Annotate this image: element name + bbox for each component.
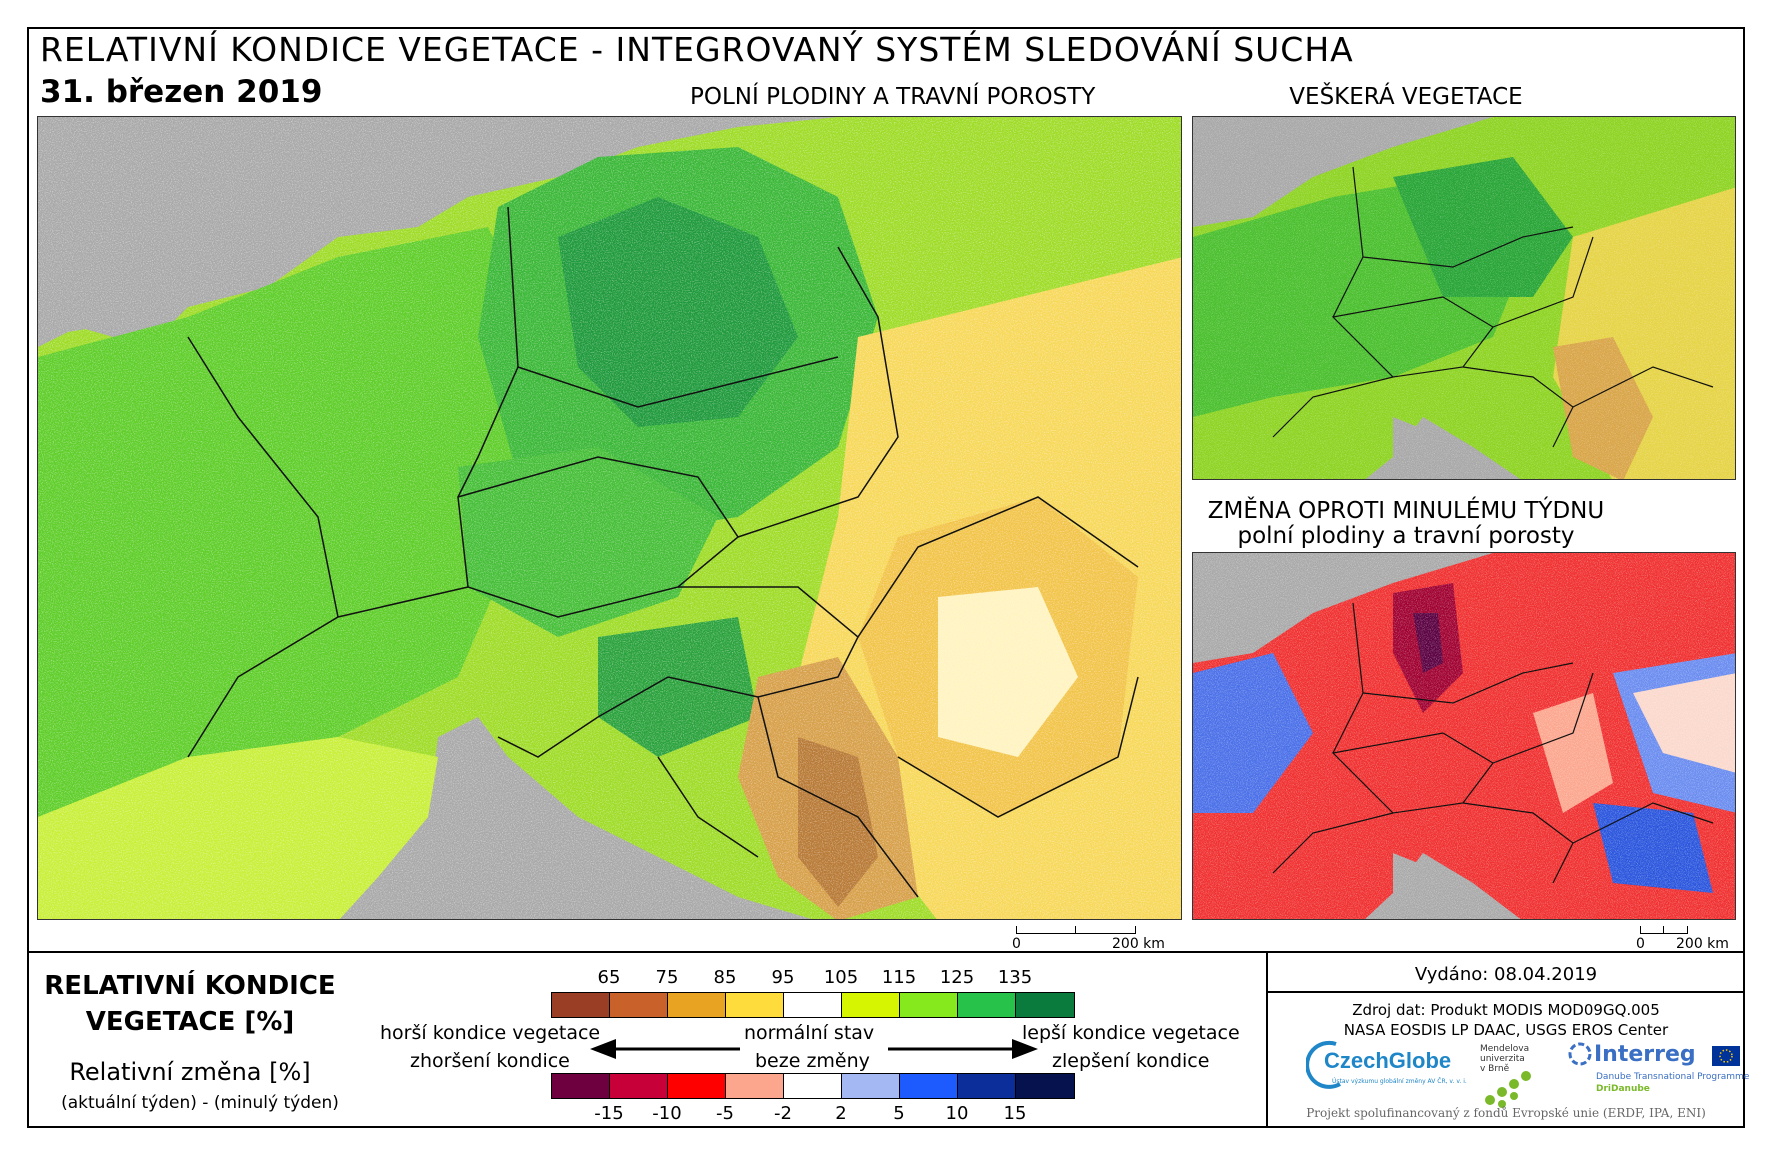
condition-tick: 85 — [713, 967, 737, 988]
info-divider — [1266, 951, 1268, 1128]
no-change-label: beze změny — [755, 1050, 870, 1072]
interreg-logo: Interreg Danube Transnational Programme … — [1566, 1040, 1749, 1102]
change-tick: -15 — [594, 1103, 624, 1124]
legend-title: RELATIVNÍ KONDICE VEGETACE [%] — [44, 971, 336, 1037]
issued-date: Vydáno: 08.04.2019 — [1414, 964, 1598, 985]
condition-swatch — [958, 993, 1016, 1017]
eu-flag-icon — [1712, 1046, 1740, 1066]
change-swatch — [958, 1074, 1016, 1098]
condition-tick: 65 — [597, 967, 621, 988]
main-map-title: POLNÍ PLODINY A TRAVNÍ POROSTY — [690, 84, 1096, 110]
condition-swatch — [900, 993, 958, 1017]
change-tick: 5 — [893, 1103, 905, 1124]
page-title: RELATIVNÍ KONDICE VEGETACE - INTEGROVANÝ… — [40, 30, 1354, 69]
interreg-swirl-icon — [1568, 1042, 1592, 1066]
condition-swatch — [726, 993, 784, 1017]
data-source: Zdroj dat: Produkt MODIS MOD09GQ.005 NAS… — [1343, 1001, 1669, 1039]
change-color-scale — [551, 1073, 1075, 1099]
condition-swatch — [610, 993, 668, 1017]
mendel-university-logo: Mendelova univerzita v Brně — [1480, 1044, 1550, 1108]
issued-divider — [1266, 991, 1745, 993]
czechglobe-logo: CzechGlobe Ústav výzkumu globální změny … — [1306, 1040, 1467, 1100]
left-arrow-icon — [590, 1039, 740, 1059]
condition-tick: 135 — [997, 967, 1033, 988]
condition-tick: 125 — [939, 967, 975, 988]
change-tick: 2 — [835, 1103, 847, 1124]
change-swatch — [842, 1074, 900, 1098]
condition-swatch — [552, 993, 610, 1017]
condition-color-scale — [551, 992, 1075, 1018]
change-legend-title: Relativní změna [%] — [69, 1058, 311, 1086]
change-swatch — [1016, 1074, 1074, 1098]
condition-tick: 105 — [823, 967, 859, 988]
change-swatch — [784, 1074, 842, 1098]
czechglobe-arc-icon — [1306, 1040, 1341, 1089]
change-tick: -10 — [652, 1103, 682, 1124]
condition-swatch — [1016, 993, 1074, 1017]
all-vegetation-map-title: VEŠKERÁ VEGETACE — [1289, 84, 1523, 110]
change-map-subtitle: polní plodiny a travní porosty — [1237, 523, 1575, 549]
worse-change-label: zhoršení kondice — [410, 1050, 570, 1072]
normal-state-label: normální stav — [744, 1022, 875, 1044]
outer-frame — [27, 27, 1745, 1128]
mendel-dots-icon — [1485, 1071, 1531, 1108]
condition-tick: 75 — [655, 967, 679, 988]
funding-note: Projekt spolufinancovaný z fondů Evropsk… — [1306, 1106, 1706, 1120]
condition-tick: 115 — [881, 967, 917, 988]
condition-swatch — [842, 993, 900, 1017]
change-swatch — [726, 1074, 784, 1098]
better-condition-label: lepší kondice vegetace — [1022, 1022, 1240, 1044]
condition-swatch — [668, 993, 726, 1017]
change-swatch — [668, 1074, 726, 1098]
all-vegetation-map — [1192, 116, 1736, 480]
change-swatch — [610, 1074, 668, 1098]
main-vegetation-map — [37, 116, 1182, 920]
condition-tick: 95 — [771, 967, 795, 988]
change-tick: 10 — [945, 1103, 969, 1124]
main-map-scalebar: 0 200 km — [1012, 926, 1165, 956]
change-map-scalebar: 0 200 km — [1636, 926, 1746, 956]
report-date: 31. březen 2019 — [40, 74, 323, 110]
change-legend-subtitle: (aktuální týden) - (minulý týden) — [61, 1093, 339, 1113]
change-swatch — [900, 1074, 958, 1098]
change-swatch — [552, 1074, 610, 1098]
legend-divider — [27, 951, 1745, 953]
change-map — [1192, 552, 1736, 920]
worse-condition-label: horší kondice vegetace — [380, 1022, 601, 1044]
change-tick: 15 — [1003, 1103, 1027, 1124]
better-change-label: zlepšení kondice — [1052, 1050, 1210, 1072]
change-tick: -5 — [716, 1103, 734, 1124]
right-arrow-icon — [888, 1039, 1038, 1059]
change-tick: -2 — [774, 1103, 792, 1124]
change-map-title: ZMĚNA OPROTI MINULÉMU TÝDNU — [1207, 498, 1605, 524]
condition-swatch — [784, 993, 842, 1017]
